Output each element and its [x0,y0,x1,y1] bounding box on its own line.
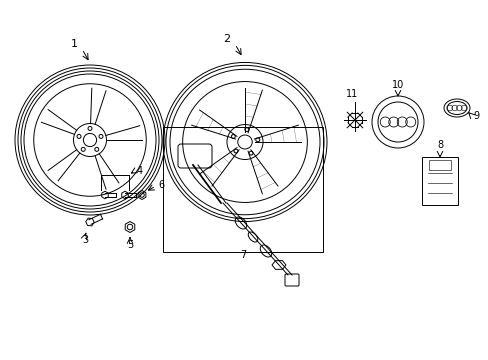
Text: 8: 8 [436,140,442,150]
Text: 2: 2 [223,34,230,44]
Text: 10: 10 [391,80,403,90]
Text: 3: 3 [82,235,88,245]
Bar [428,160,450,170]
Text: 9: 9 [472,111,478,121]
Bar [421,157,457,205]
Text: 11: 11 [345,89,357,99]
Text: 4: 4 [137,166,143,176]
Bar [163,127,323,252]
Text: 6: 6 [158,180,164,190]
Text: 5: 5 [126,240,133,250]
Text: 1: 1 [70,39,77,49]
Text: 7: 7 [240,250,245,260]
